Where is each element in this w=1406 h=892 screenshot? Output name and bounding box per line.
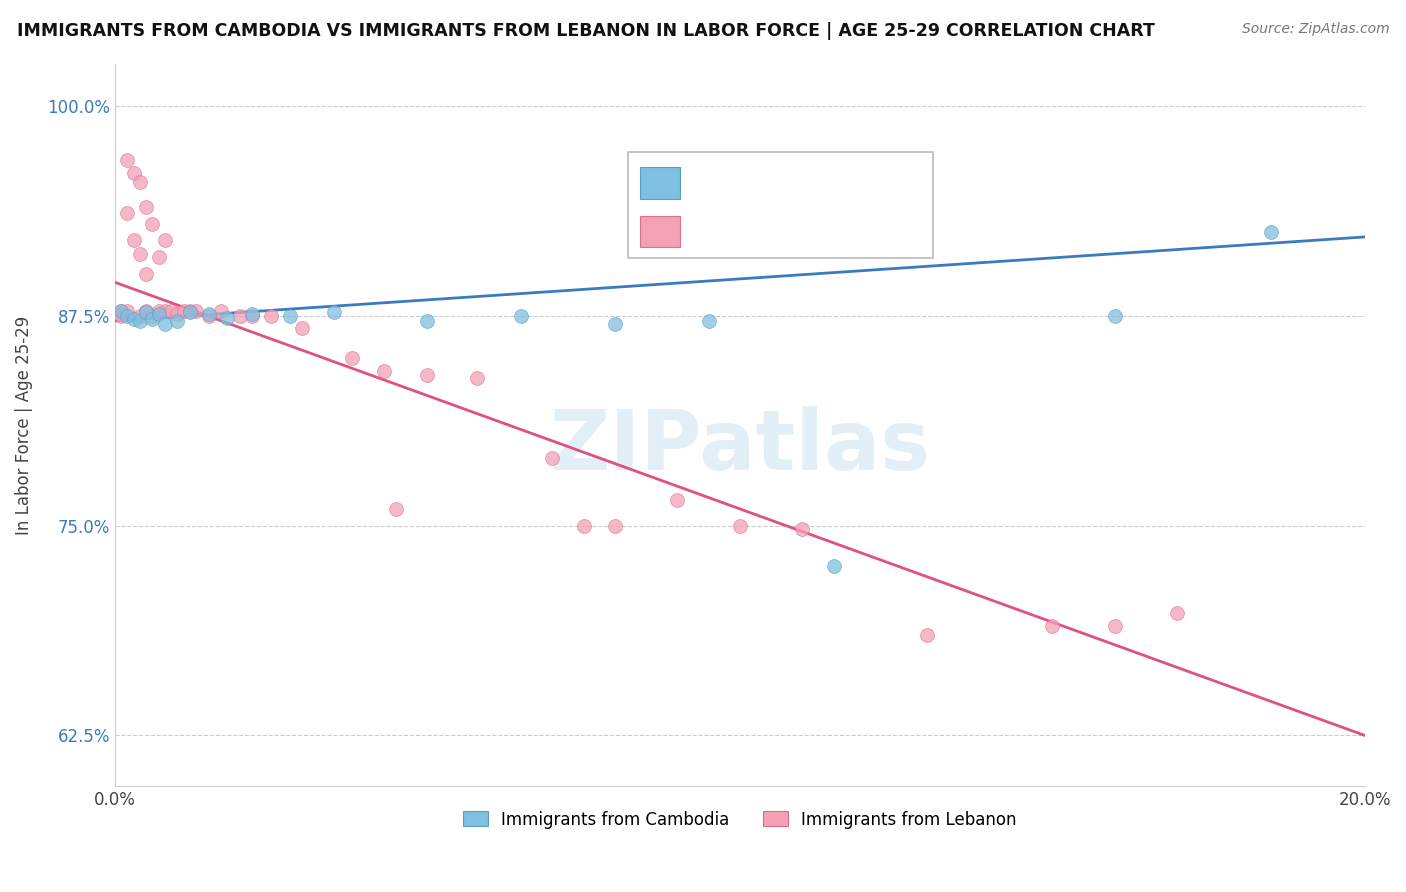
Point bbox=[110, 303, 132, 318]
Point bbox=[148, 303, 170, 318]
Point bbox=[291, 320, 314, 334]
Y-axis label: In Labor Force | Age 25-29: In Labor Force | Age 25-29 bbox=[15, 315, 32, 534]
Text: R =  0.178   N = 22: R = 0.178 N = 22 bbox=[692, 174, 876, 192]
Point bbox=[603, 317, 626, 331]
FancyBboxPatch shape bbox=[628, 152, 934, 258]
Point bbox=[148, 307, 170, 321]
Point bbox=[153, 317, 176, 331]
Point bbox=[128, 309, 150, 323]
Point bbox=[1010, 804, 1032, 818]
Point bbox=[110, 303, 132, 318]
Point bbox=[128, 314, 150, 328]
Point bbox=[148, 250, 170, 264]
Point bbox=[117, 206, 139, 220]
Point bbox=[416, 314, 439, 328]
Point bbox=[179, 305, 201, 319]
Point bbox=[209, 303, 232, 318]
Point bbox=[240, 309, 263, 323]
Point bbox=[197, 309, 219, 323]
Point bbox=[179, 303, 201, 318]
Point bbox=[141, 309, 163, 323]
Text: Source: ZipAtlas.com: Source: ZipAtlas.com bbox=[1241, 22, 1389, 37]
Point bbox=[603, 518, 626, 533]
Point bbox=[166, 314, 188, 328]
Point bbox=[117, 153, 139, 167]
Point bbox=[1104, 619, 1126, 633]
Point bbox=[122, 312, 145, 326]
Point bbox=[278, 309, 301, 323]
Text: ZIPatlas: ZIPatlas bbox=[550, 406, 931, 487]
Point bbox=[853, 824, 876, 838]
Point bbox=[141, 312, 163, 326]
Point bbox=[153, 303, 176, 318]
Bar bbox=[640, 216, 681, 247]
Point bbox=[728, 518, 751, 533]
Legend: Immigrants from Cambodia, Immigrants from Lebanon: Immigrants from Cambodia, Immigrants fro… bbox=[456, 804, 1024, 835]
Point bbox=[122, 233, 145, 247]
Point bbox=[416, 368, 439, 382]
Point bbox=[385, 501, 408, 516]
Text: R = -0.497   N = 48: R = -0.497 N = 48 bbox=[692, 222, 877, 241]
Point bbox=[260, 309, 283, 323]
Point bbox=[697, 314, 720, 328]
Point bbox=[128, 246, 150, 260]
Point bbox=[135, 305, 157, 319]
Point bbox=[1040, 619, 1063, 633]
Point bbox=[135, 267, 157, 281]
Point bbox=[240, 307, 263, 321]
Point bbox=[823, 558, 845, 573]
Point bbox=[117, 303, 139, 318]
Bar bbox=[640, 167, 681, 199]
Point bbox=[666, 493, 689, 508]
Point bbox=[541, 451, 564, 466]
Point bbox=[197, 307, 219, 321]
Point bbox=[122, 166, 145, 180]
Point bbox=[173, 303, 195, 318]
Point bbox=[135, 200, 157, 214]
Point bbox=[1104, 309, 1126, 323]
Point bbox=[1260, 225, 1282, 239]
Point bbox=[229, 309, 252, 323]
Point bbox=[166, 307, 188, 321]
Point bbox=[217, 310, 239, 325]
Point bbox=[153, 233, 176, 247]
Point bbox=[572, 518, 595, 533]
Point bbox=[117, 309, 139, 323]
Point bbox=[465, 371, 488, 385]
Point bbox=[510, 309, 533, 323]
Point bbox=[160, 303, 183, 318]
Text: IMMIGRANTS FROM CAMBODIA VS IMMIGRANTS FROM LEBANON IN LABOR FORCE | AGE 25-29 C: IMMIGRANTS FROM CAMBODIA VS IMMIGRANTS F… bbox=[17, 22, 1154, 40]
Point bbox=[135, 303, 157, 318]
Point bbox=[792, 522, 814, 536]
Point bbox=[110, 309, 132, 323]
Point bbox=[141, 217, 163, 231]
Point bbox=[184, 303, 207, 318]
Point bbox=[322, 305, 344, 319]
Point bbox=[342, 351, 364, 365]
Point bbox=[110, 307, 132, 321]
Point bbox=[128, 175, 150, 189]
Point bbox=[1166, 606, 1188, 620]
Point bbox=[915, 628, 938, 642]
Point bbox=[373, 364, 395, 378]
